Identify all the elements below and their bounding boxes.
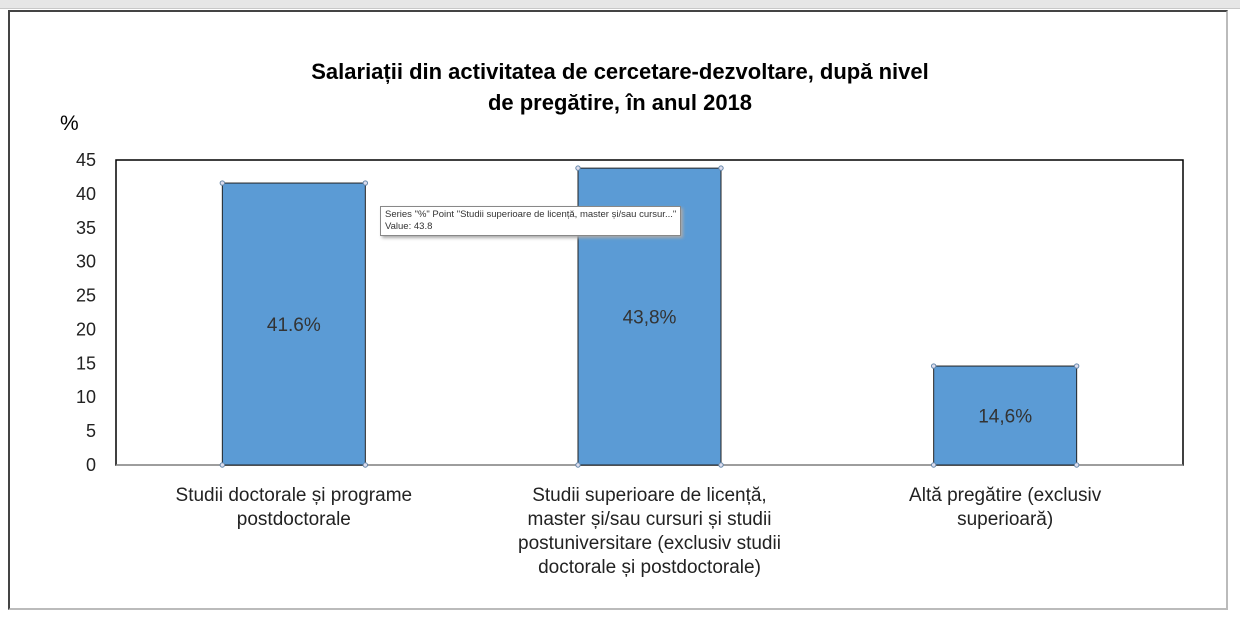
category-line: Studii doctorale și programe [175,485,413,506]
tooltip-series: Series "%" Point "Studii superioare de l… [385,209,677,220]
selection-handle [930,363,937,369]
selection-handle [575,165,581,171]
selection-handle [219,462,226,468]
y-tick-label: 5 [86,421,96,441]
tooltip-value: Value: 43.8 [385,221,433,232]
bar [221,182,366,466]
selection-handle [362,180,369,186]
category-line: master și/sau cursuri și studii [527,509,772,530]
chart-title: Salariații din activitatea de cercetare-… [200,56,1040,118]
category-line: postdoctorale [236,509,351,530]
x-category-label: Studii superioare de licență, master și/s… [472,484,828,580]
selection-handle [1073,462,1080,468]
y-tick-label: 40 [76,184,96,204]
data-label: 14,6% [978,407,1032,428]
selection-handle [930,462,937,468]
category-line: postuniversitare (exclusiv studii [518,533,781,554]
y-tick-label: 35 [76,218,96,238]
y-tick-label: 0 [86,455,96,475]
bar [933,365,1078,466]
chart-frame[interactable] [8,10,1228,610]
x-category-label: Altă pregătire (exclusiv superioară) [827,484,1183,532]
selection-handle [362,462,369,468]
selection-handle [219,180,226,186]
y-tick-label: 10 [76,387,96,407]
window-top-bar [0,0,1240,9]
y-tick-label: 45 [76,150,96,170]
title-line: de pregătire, în anul 2018 [487,90,753,115]
y-tick-label: 25 [76,286,96,306]
selection-handle [575,462,581,468]
category-line: superioară) [957,509,1054,530]
y-tick-label: 30 [76,252,96,272]
selection-handle [718,165,724,171]
y-axis-label: % [60,112,79,135]
selection-handle [1073,363,1080,369]
data-label: 41.6% [267,315,321,336]
category-line: doctorale și postdoctorale) [538,557,761,578]
selection-handle [718,462,724,468]
data-label: 43,8% [623,308,677,329]
category-line: Studii superioare de licență, [532,485,767,506]
y-tick-label: 20 [76,319,96,339]
y-tick-label: 15 [76,353,96,373]
x-category-label: Studii doctorale și programe postdoctoral… [116,484,472,532]
tooltip: Series "%" Point "Studii superioare de l… [380,206,682,236]
title-line: Salariații din activitatea de cercetare-… [311,59,929,84]
category-line: Altă pregătire (exclusiv [909,485,1102,506]
